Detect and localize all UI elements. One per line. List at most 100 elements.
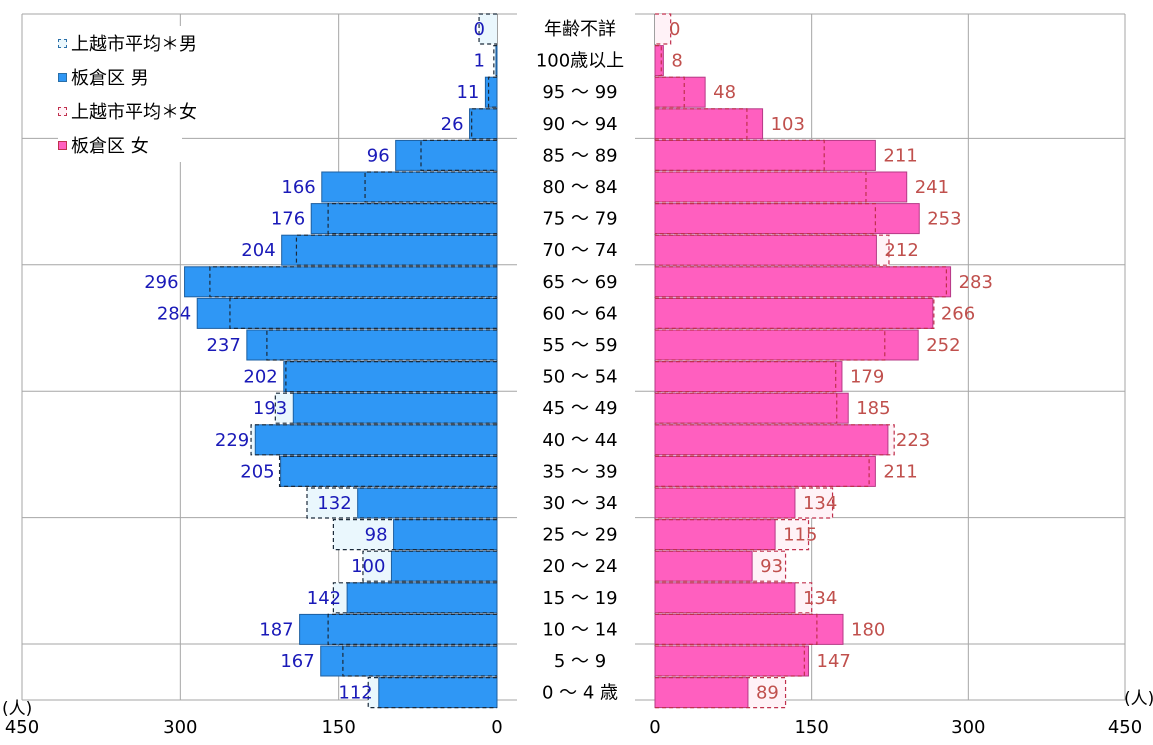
outline-joetsu-male: [278, 455, 497, 487]
bar-itakura-female: [654, 519, 776, 551]
legend-item-joetsu-female: 上越市平均＊女: [58, 94, 197, 128]
left-axis-unit: (人): [2, 699, 33, 719]
outline-joetsu-female: [655, 171, 867, 203]
right-axis-unit: (人): [1124, 689, 1153, 709]
bar-itakura-male: [484, 76, 498, 108]
bar-itakura-female: [654, 266, 952, 298]
age-category-label: 50 〜 54: [542, 367, 617, 388]
bar-itakura-male: [310, 203, 498, 235]
outline-joetsu-female: [655, 329, 886, 361]
female-value-labels: 0 8 48 103 211 241 253 212 283 266 252 179 185 223 211…: [669, 19, 993, 704]
value-label-male: 112: [338, 683, 372, 704]
bar-itakura-male: [378, 677, 498, 709]
outline-joetsu-female: [655, 203, 876, 235]
value-label-female: 134: [803, 493, 837, 514]
value-label-male: 229: [215, 430, 249, 451]
age-category-label: 65 〜 69: [542, 272, 617, 293]
tick-label-left: 150: [321, 717, 355, 738]
bar-itakura-male: [321, 171, 498, 203]
bar-itakura-male: [283, 361, 498, 393]
outline-joetsu-female: [655, 676, 787, 709]
bar-itakura-female: [654, 677, 749, 709]
legend-swatch-itakura-female: [58, 140, 67, 150]
bar-itakura-female: [654, 139, 876, 171]
bar-itakura-female: [654, 234, 877, 266]
bar-itakura-male: [280, 455, 498, 487]
outline-joetsu-male: [295, 234, 497, 266]
value-label-male: 98: [365, 525, 388, 546]
outline-joetsu-female: [655, 76, 685, 108]
bar-itakura-male: [395, 139, 498, 171]
age-category-label: 100歳以上: [536, 51, 624, 72]
bar-itakura-female: [654, 550, 753, 582]
outline-joetsu-female: [655, 487, 834, 519]
value-label-female: 266: [941, 303, 975, 324]
legend-label-itakura-male: 板倉区 男: [71, 68, 149, 89]
outline-joetsu-male: [364, 171, 497, 203]
bar-itakura-male: [246, 329, 498, 361]
bar-itakura-male: [320, 645, 498, 677]
bar-itakura-male: [184, 266, 498, 298]
outline-joetsu-female: [655, 582, 813, 614]
age-category-label: 年齢不詳: [544, 19, 616, 40]
bar-itakura-male: [254, 424, 498, 456]
tick-label-left: 450: [5, 717, 39, 738]
bar-itakura-male: [393, 519, 498, 551]
outline-joetsu-male: [367, 676, 497, 709]
value-label-female: 211: [883, 145, 917, 166]
age-category-label: 35 〜 39: [542, 461, 617, 482]
female-bars: [654, 13, 952, 709]
outline-joetsu-female: [655, 518, 810, 551]
outline-joetsu-male: [420, 139, 497, 171]
outline-joetsu-male: [332, 582, 497, 614]
bar-itakura-male: [292, 392, 498, 424]
bar-itakura-male: [299, 613, 498, 645]
value-label-male: 284: [157, 303, 191, 324]
value-label-female: 147: [817, 651, 851, 672]
bar-itakura-female: [654, 203, 920, 235]
outline-joetsu-male: [306, 487, 497, 519]
bar-itakura-female: [654, 424, 889, 456]
value-label-male: 132: [317, 493, 351, 514]
value-label-female: 283: [959, 272, 993, 293]
bar-itakura-male: [196, 297, 498, 329]
value-label-male: 176: [271, 209, 305, 230]
age-category-label: 90 〜 94: [542, 114, 617, 135]
bar-itakura-male: [495, 45, 498, 77]
bar-itakura-female: [654, 361, 843, 393]
outline-joetsu-female: [655, 361, 837, 393]
value-label-female: 211: [883, 461, 917, 482]
value-label-male: 204: [241, 240, 275, 261]
value-label-female: 8: [671, 51, 682, 72]
legend: 上越市平均＊男 板倉区 男 上越市平均＊女 板倉区 女: [58, 26, 197, 162]
age-category-label: 70 〜 74: [542, 240, 617, 261]
tick-label-right: 150: [794, 717, 828, 738]
outline-joetsu-female: [655, 424, 895, 456]
value-label-female: 115: [783, 525, 817, 546]
value-label-male: 142: [307, 588, 341, 609]
age-category-label: 0 〜 4 歳: [542, 683, 618, 704]
value-label-male: 0: [474, 19, 485, 40]
age-category-label: 30 〜 34: [542, 493, 617, 514]
tick-label-right: 300: [951, 717, 985, 738]
outline-joetsu-female: [655, 297, 935, 329]
value-label-female: 0: [669, 19, 680, 40]
legend-label-itakura-female: 板倉区 女: [71, 136, 149, 157]
outline-joetsu-female: [655, 108, 748, 140]
outline-joetsu-male: [285, 361, 497, 393]
outline-joetsu-male: [362, 550, 497, 582]
bar-itakura-male: [357, 487, 498, 519]
bar-itakura-female: [654, 392, 849, 424]
value-label-male: 202: [243, 367, 277, 388]
age-category-label: 75 〜 79: [542, 209, 617, 230]
outline-joetsu-male: [266, 329, 497, 361]
bar-itakura-male: [346, 582, 498, 614]
value-label-female: 212: [884, 240, 918, 261]
bar-itakura-female: [654, 45, 664, 77]
bar-itakura-female: [654, 487, 796, 519]
outline-joetsu-male: [332, 518, 497, 551]
age-category-label: 25 〜 29: [542, 525, 617, 546]
outline-joetsu-male: [493, 44, 497, 77]
value-label-male: 100: [351, 556, 385, 577]
